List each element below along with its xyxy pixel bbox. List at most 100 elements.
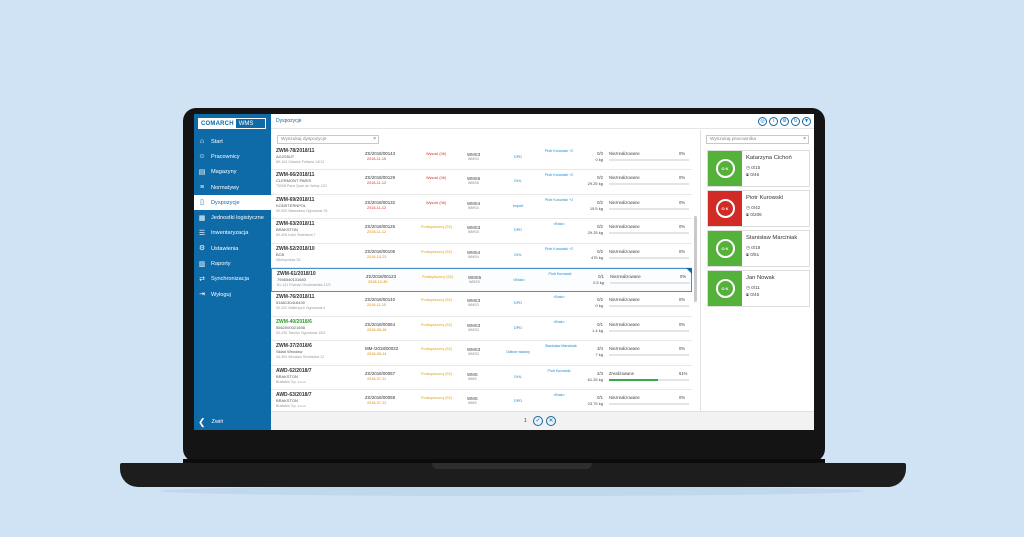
worker-card[interactable]: O K Stanisław Marciniak ◷ 0/18 ⧈ 0/51	[707, 230, 810, 267]
confirm-button[interactable]: ✓	[533, 416, 543, 426]
info-icon[interactable]: i	[769, 117, 778, 126]
sidebar-item-jednostki-logistyczne[interactable]: ▦ Jednostki logistyczne	[194, 210, 271, 225]
sidebar-item-inwentaryzacja[interactable]: ☰ Inwentaryzacja	[194, 226, 271, 241]
progress-status: Zrealizowane	[609, 370, 634, 376]
settings-icon[interactable]: ⚙	[780, 117, 789, 126]
worker-card[interactable]: O K Piotr Kurowski ◷ 0/42 ⧈ 0/206	[707, 190, 810, 227]
worker-name: Piotr Kurowski	[746, 195, 784, 201]
warehouse-target: WMS4	[468, 205, 479, 210]
worker-tasks: 0/42	[751, 205, 761, 210]
disposition-number: ZWM-61/2018/10	[277, 271, 316, 277]
carrier-name[interactable]: <Brak>	[512, 278, 526, 282]
document-date: 2018-10-23	[367, 254, 387, 259]
warehouse-code: WMS3	[467, 152, 481, 157]
dispositions-search-input[interactable]: Wyszukaj dyspozycje ×	[277, 135, 379, 144]
assigned-worker[interactable]: Piotr Kurowski	[547, 368, 571, 373]
warehouse-code: WMS3	[467, 225, 481, 231]
priority-status: Podwyższony (52)	[421, 322, 453, 327]
assigned-worker[interactable]: Piotr Kurowski	[548, 272, 572, 276]
worker-tasks: 0/18	[751, 245, 761, 250]
dispositions-list: ZWM-78/2018/11 AG2S5UT 80-104 Gdańsk Poliw…	[271, 146, 698, 411]
warehouse-code: WMS	[467, 396, 478, 401]
assigned-worker[interactable]: Piotr Kurowski +2	[545, 173, 574, 178]
table-row[interactable]: ZWM-37/2018/6 Skład Wrocław 44-300 Wrocław…	[271, 341, 692, 366]
assigned-worker[interactable]: Stanisław Marciniak	[545, 344, 577, 349]
assigned-worker[interactable]: <Brak>	[553, 222, 565, 227]
sidebar-item-pracownicy[interactable]: ☺ Pracownicy	[194, 149, 271, 164]
clear-worker-search-icon[interactable]: ×	[803, 136, 806, 142]
carrier-name[interactable]: DPD	[513, 301, 523, 306]
disposition-number: ZWM-76/2018/11	[276, 294, 315, 301]
carrier-name[interactable]: DPD	[513, 325, 523, 330]
warehouse-code: WMS4	[467, 249, 481, 255]
contractor-address: 44-300 Wrocław Świdnicka 12	[276, 355, 325, 360]
document-date: 2018-11-15	[367, 157, 387, 161]
progress-percent: 0%	[679, 346, 686, 352]
list-scrollbar[interactable]	[694, 216, 697, 302]
breadcrumb[interactable]: Dyspozycje	[276, 118, 302, 124]
items-count: 2/3	[597, 370, 603, 376]
assigned-worker[interactable]: Piotr Kurowski +2	[545, 246, 574, 251]
document-date: 2018-06-14	[367, 352, 387, 357]
sidebar-item-wyloguj[interactable]: ⇥ Wyloguj	[194, 287, 271, 302]
sidebar-item-raporty[interactable]: ▥ Raporty	[194, 256, 271, 271]
total-weight: 475 kg	[590, 254, 603, 260]
clear-search-icon[interactable]: ×	[373, 136, 376, 142]
worker-status-badge: O K	[708, 271, 742, 306]
cancel-button[interactable]: ✕	[546, 416, 556, 426]
sidebar-item-normatywy[interactable]: ≡ Normatywy	[194, 180, 271, 195]
filter-icon[interactable]: ▼	[802, 117, 811, 126]
worker-card[interactable]: O K Katarzyna Cichoń ◷ 0/15 ⧈ 0/46	[707, 150, 810, 187]
assigned-worker[interactable]: Piotr Kurowski +2	[545, 197, 574, 202]
carrier-name[interactable]: DHL	[514, 374, 522, 379]
contractor-name: 5562000021658	[276, 324, 305, 330]
contractor-name: BCB	[276, 251, 285, 257]
assigned-worker[interactable]: Piotr Kurowski +2	[545, 149, 574, 153]
worker-status-ring: O K	[715, 239, 735, 258]
table-row[interactable]: ZWM-76/2018/11 5168130416430 00-202 Wałbrz…	[271, 292, 692, 317]
sidebar-item-synchronizacja[interactable]: ⇄ Synchronizacja	[194, 272, 271, 287]
table-row[interactable]: ZWM-52/2018/10 BCB Wielopolska 28 ZS/2018/0…	[271, 244, 692, 268]
workers-search-input[interactable]: Wyszukaj pracownika ×	[706, 135, 809, 144]
table-row[interactable]: AWD-62/2018/7 BRAKSTON Brakston Sp. z o.o.…	[271, 366, 692, 390]
table-row[interactable]: AWD-63/2018/7 BRAKSTON Brakston Sp. z o.o.…	[271, 390, 692, 411]
items-count: 0/2	[597, 297, 603, 303]
table-row[interactable]: ZWM-69/2018/11 KONSTERNPOL 00-920 Warszawa…	[271, 195, 692, 220]
contractor-address: Brakston Sp. z o.o.	[276, 379, 307, 384]
carrier-name[interactable]: Import	[512, 203, 524, 208]
source-document: ZS/2018/00126	[365, 224, 396, 230]
sidebar-item-ustawienia[interactable]: ⚙ Ustawienia	[194, 241, 271, 256]
disposition-number: ZWM-63/2018/11	[276, 221, 315, 228]
carrier-name[interactable]: DPD	[513, 399, 523, 403]
table-row[interactable]: ZWM-66/2018/11 CLERMONT PARIS 75008 Paris …	[271, 170, 692, 195]
sidebar-item-start[interactable]: ⌂ Start	[194, 134, 271, 149]
worker-card[interactable]: O K Jan Nowak ◷ 0/11 ⧈ 0/45	[707, 270, 810, 307]
assigned-worker[interactable]: <Brak>	[553, 295, 565, 300]
items-count: 0/1	[597, 321, 603, 327]
document-date: 2018-11-15	[367, 303, 387, 308]
carrier-name[interactable]: DHL	[514, 252, 522, 257]
collapse-sidebar-button[interactable]: ❮ Zwiń	[198, 418, 223, 427]
table-row[interactable]: ZWM-40/2018/6 5562000021658 00-230 Tarnów …	[271, 317, 692, 342]
table-row[interactable]: ZWM-63/2018/11 BRAKSTON 60-406 Łódź Świetl…	[271, 219, 692, 244]
globe-icon[interactable]: ◎	[758, 117, 767, 126]
contractor-address: 00-202 Wałbrzych Ogrodowa 4	[276, 306, 326, 311]
refresh-icon[interactable]: ↻	[791, 117, 800, 126]
carrier-name[interactable]: DPD	[513, 228, 523, 233]
carrier-name[interactable]: Odbiór własny	[505, 350, 531, 355]
items-count: 0/1	[598, 274, 604, 279]
warehouse-icon: ▤	[198, 168, 206, 176]
worker-tasks: 0/11	[751, 285, 760, 290]
table-row[interactable]: ZWM-61/2018/10 7946540131683 61-131 Poznań…	[271, 268, 692, 293]
carrier-name[interactable]: DHL	[514, 179, 522, 184]
sidebar-item-dyspozycje[interactable]: ▯ Dyspozycje	[194, 195, 271, 211]
sidebar-item-magazyny[interactable]: ▤ Magazyny	[194, 165, 271, 180]
table-row[interactable]: ZWM-78/2018/11 AG2S5UT 80-104 Gdańsk Poliw…	[271, 146, 692, 171]
worker-name: Stanisław Marciniak	[746, 235, 798, 241]
assigned-worker[interactable]: <Brak>	[553, 319, 565, 324]
progress-bar	[609, 305, 689, 308]
clock-icon: ◷	[746, 285, 752, 290]
progress-bar	[609, 403, 689, 405]
carrier-name[interactable]: DPD	[513, 155, 523, 159]
assigned-worker[interactable]: <Brak>	[553, 393, 565, 397]
